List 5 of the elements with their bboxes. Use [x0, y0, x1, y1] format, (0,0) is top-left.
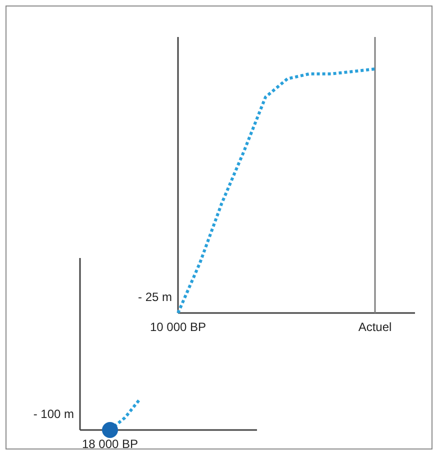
y-axis-title: - 25 m [138, 290, 172, 304]
x-tick-label: 10 000 BP [150, 320, 206, 334]
y-axis-title: - 100 m [33, 407, 74, 421]
text: 18 000 BP [82, 437, 138, 451]
x-tick-label: Actuel [358, 320, 392, 334]
